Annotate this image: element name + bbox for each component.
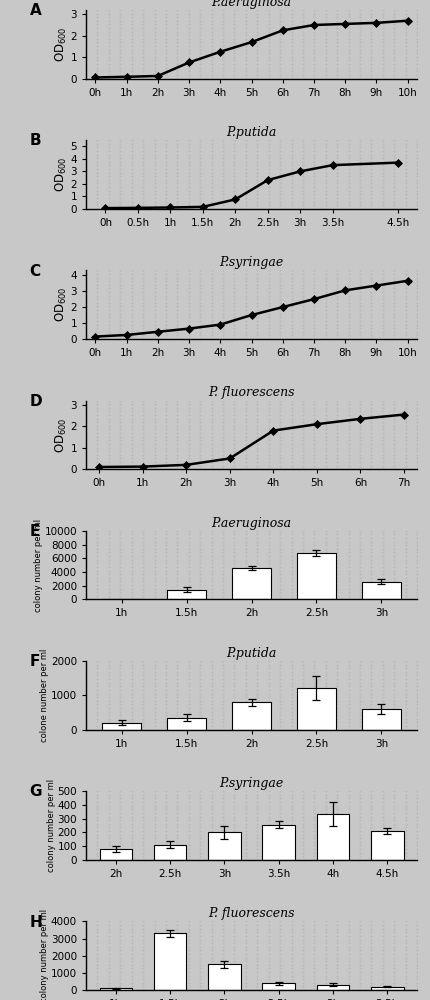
Title: P.putida: P.putida [226, 647, 277, 660]
Text: E: E [30, 524, 40, 539]
Text: C: C [30, 264, 41, 279]
Text: H: H [30, 915, 43, 930]
Bar [232, 702, 271, 730]
Y-axis label: colony number per ml: colony number per ml [34, 519, 43, 612]
Bar [167, 718, 206, 730]
Bar [154, 933, 187, 990]
Bar [371, 987, 403, 990]
Bar [100, 988, 132, 990]
Title: P.putida: P.putida [226, 126, 277, 139]
Bar [232, 568, 271, 599]
Bar [262, 825, 295, 860]
Text: D: D [30, 394, 42, 409]
Y-axis label: OD$_{600}$: OD$_{600}$ [54, 27, 69, 62]
Bar [316, 985, 349, 990]
Bar [371, 831, 403, 860]
Title: P.syringae: P.syringae [219, 777, 284, 790]
Text: A: A [30, 3, 41, 18]
Bar [208, 964, 241, 990]
Y-axis label: OD$_{600}$: OD$_{600}$ [54, 157, 69, 192]
Y-axis label: OD$_{600}$: OD$_{600}$ [54, 417, 69, 453]
Bar [297, 553, 336, 599]
Bar [297, 688, 336, 730]
Bar [100, 849, 132, 860]
Y-axis label: colone number per ml: colone number per ml [40, 649, 49, 742]
Y-axis label: OD$_{600}$: OD$_{600}$ [54, 287, 69, 322]
Title: P.aeruginosa: P.aeruginosa [212, 517, 292, 530]
Title: P.aeruginosa: P.aeruginosa [212, 0, 292, 9]
Title: P.syringae: P.syringae [219, 256, 284, 269]
Bar [262, 983, 295, 990]
Bar [208, 832, 241, 860]
Title: P. fluorescens: P. fluorescens [208, 907, 295, 920]
Bar [167, 590, 206, 599]
Title: P. fluorescens: P. fluorescens [208, 386, 295, 399]
Bar [362, 709, 401, 730]
Text: G: G [30, 784, 42, 799]
Bar [362, 582, 401, 599]
Bar [102, 723, 141, 730]
Bar [154, 845, 187, 860]
Text: F: F [30, 654, 40, 669]
Y-axis label: colony number per ml: colony number per ml [47, 779, 56, 872]
Text: B: B [30, 133, 41, 148]
Bar [316, 814, 349, 860]
Y-axis label: colony number per ml: colony number per ml [40, 909, 49, 1000]
